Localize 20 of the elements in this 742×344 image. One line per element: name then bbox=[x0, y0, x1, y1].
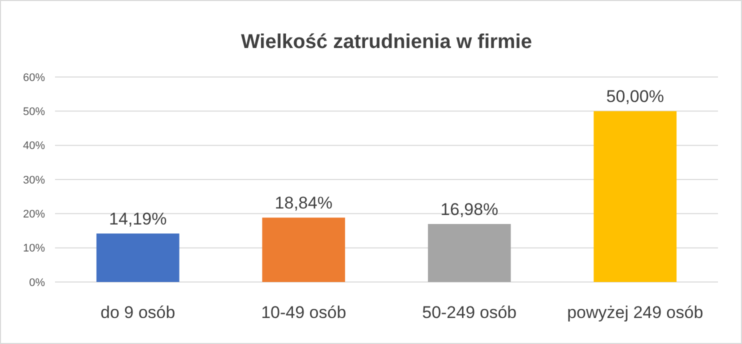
y-tick-label: 30% bbox=[22, 174, 46, 186]
y-tick-label: 50% bbox=[22, 106, 46, 118]
data-label: 16,98% bbox=[440, 200, 498, 219]
x-tick-label: powyżej 249 osób bbox=[567, 303, 704, 322]
bar bbox=[262, 218, 346, 282]
y-tick-label: 60% bbox=[22, 72, 46, 84]
x-tick-label: 10-49 osób bbox=[261, 303, 346, 322]
y-tick-label: 40% bbox=[22, 140, 46, 152]
y-tick-label: 0% bbox=[29, 276, 46, 289]
bar bbox=[428, 224, 511, 282]
y-tick-label: 10% bbox=[22, 242, 46, 255]
chart-title: Wielkość zatrudnienia w firmie bbox=[240, 31, 532, 53]
bar bbox=[594, 111, 677, 282]
x-tick-label: 50-249 osób bbox=[422, 303, 517, 322]
x-tick-label: do 9 osób bbox=[100, 303, 176, 322]
data-label: 50,00% bbox=[606, 87, 664, 106]
bar bbox=[96, 234, 180, 282]
data-label: 14,19% bbox=[109, 210, 167, 229]
data-label: 18,84% bbox=[274, 194, 332, 213]
y-tick-label: 20% bbox=[22, 208, 46, 221]
